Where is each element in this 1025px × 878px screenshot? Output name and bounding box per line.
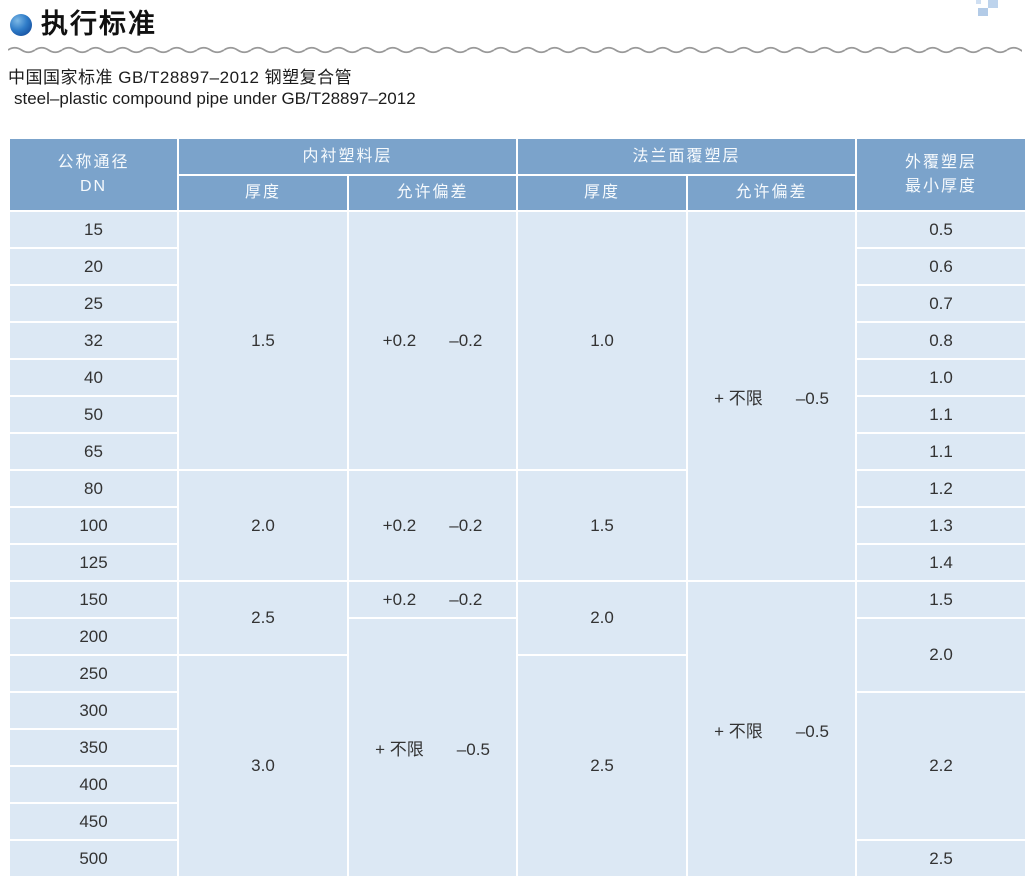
table-row: 250 3.0 2.5	[8, 654, 1025, 878]
inner-thickness-cell: 2.5	[177, 580, 349, 656]
table-row: 80 2.0 +0.2 –0.2 1.5 1.2	[8, 469, 1025, 582]
inner-tolerance-cell: +0.2 –0.2	[346, 469, 519, 582]
inner-thickness-cell: 2.0	[177, 469, 349, 582]
table-row: 350	[8, 728, 1025, 767]
dn-cell: 80	[8, 469, 179, 508]
dn-cell: 32	[8, 321, 179, 360]
flange-tolerance-cell: + 不限 –0.5	[686, 210, 858, 582]
blue-sphere-icon	[10, 13, 32, 36]
inner-tolerance-cell: + 不限 –0.5	[346, 617, 519, 878]
dn-cell: 100	[8, 506, 179, 545]
dn-cell: 50	[8, 395, 179, 434]
inner-thickness-cell: 3.0	[177, 654, 349, 878]
header-flange-thickness: 厚度	[516, 174, 689, 212]
header-inner-tolerance: 允许偏差	[346, 174, 519, 212]
table-row: 32 0.8	[8, 321, 1025, 360]
inner-thickness-cell: 1.5	[177, 210, 349, 471]
dn-cell: 300	[8, 691, 179, 730]
standard-title-cn: 中国国家标准 GB/T28897–2012 钢塑复合管	[8, 68, 353, 87]
dn-cell: 20	[8, 247, 179, 286]
table-row: 65 1.1	[8, 432, 1025, 471]
pixel-deco-icon	[978, 8, 988, 16]
outer-min-cell: 2.0	[855, 617, 1025, 693]
table-row: 100 1.3	[8, 506, 1025, 545]
dn-cell: 350	[8, 728, 179, 767]
dn-cell: 150	[8, 580, 179, 619]
outer-min-cell: 1.3	[855, 506, 1025, 545]
header-inner-thickness: 厚度	[177, 174, 349, 212]
pixel-deco-icon	[976, 0, 981, 4]
dn-cell: 400	[8, 765, 179, 804]
header-outer-coating-min: 外覆塑层 最小厚度	[855, 137, 1025, 212]
outer-min-cell: 1.0	[855, 358, 1025, 397]
dn-cell: 40	[8, 358, 179, 397]
table-subheader-row: 厚度 允许偏差 厚度 允许偏差	[9, 174, 1025, 212]
table-row: 50 1.1	[8, 395, 1025, 434]
outer-min-cell: 1.2	[855, 469, 1025, 508]
outer-min-cell: 0.7	[855, 284, 1025, 323]
inner-tolerance-cell: +0.2 –0.2	[346, 580, 519, 619]
table-row: 300 2.2	[8, 691, 1025, 841]
flange-thickness-cell: 1.0	[516, 210, 689, 471]
dn-cell: 15	[8, 210, 179, 249]
outer-min-cell: 0.6	[855, 247, 1025, 286]
wave-divider	[8, 43, 1022, 56]
table-row: 40 1.0	[8, 358, 1025, 397]
header-flange-coating-group: 法兰面覆塑层	[516, 137, 858, 176]
flange-thickness-cell: 1.5	[516, 469, 689, 582]
dn-cell: 450	[8, 802, 179, 841]
dn-cell: 250	[8, 654, 179, 693]
outer-min-cell: 1.4	[855, 543, 1025, 582]
dn-cell: 65	[8, 432, 179, 471]
standards-table: 公称通径 DN 内衬塑料层 法兰面覆塑层 外覆塑层 最小厚度 厚度 允许偏差 厚…	[8, 137, 1025, 878]
table-row: 400	[8, 765, 1025, 804]
table-row: 450	[8, 802, 1025, 841]
dn-cell: 25	[8, 284, 179, 323]
outer-min-cell: 0.8	[855, 321, 1025, 360]
inner-tolerance-cell: +0.2 –0.2	[346, 210, 519, 471]
outer-min-cell: 1.1	[855, 432, 1025, 471]
dn-cell: 500	[8, 839, 179, 878]
header-inner-lining-group: 内衬塑料层	[176, 137, 519, 176]
outer-min-cell: 2.5	[855, 839, 1025, 878]
dn-cell: 200	[8, 617, 179, 656]
header-dn: 公称通径 DN	[8, 137, 179, 212]
table-header-row: 公称通径 DN 内衬塑料层 法兰面覆塑层 外覆塑层 最小厚度	[8, 137, 1025, 212]
outer-min-cell: 1.5	[855, 580, 1025, 619]
flange-tolerance-cell: + 不限 –0.5	[686, 580, 858, 878]
header-flange-tolerance: 允许偏差	[686, 174, 858, 212]
table-row: 150 2.5 +0.2 –0.2 2.0 + 不限 –0.5 1.5	[8, 580, 1025, 878]
pixel-deco-icon	[988, 0, 998, 8]
table-row: 125 1.4	[8, 543, 1025, 582]
table-row: 15 1.5 +0.2 –0.2 1.0 + 不限 –0.5 0.5	[8, 210, 1025, 582]
flange-thickness-cell: 2.5	[516, 654, 689, 878]
page-title: 执行标准	[41, 9, 157, 39]
table-row: 200 + 不限 –0.5 2.0	[8, 617, 1025, 878]
table-row: 25 0.7	[8, 284, 1025, 323]
section-header: 执行标准	[10, 11, 157, 38]
table-row: 20 0.6	[8, 247, 1025, 286]
outer-min-cell: 0.5	[855, 210, 1025, 249]
outer-min-cell: 2.2	[855, 691, 1025, 841]
dn-cell: 125	[8, 543, 179, 582]
outer-min-cell: 1.1	[855, 395, 1025, 434]
flange-thickness-cell: 2.0	[516, 580, 689, 656]
standard-title-en: steel–plastic compound pipe under GB/T28…	[14, 89, 416, 108]
